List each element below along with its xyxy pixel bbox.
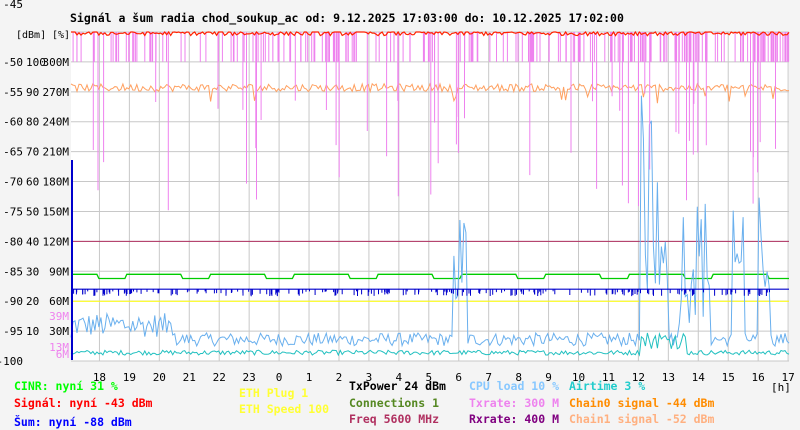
- x-tick-label: 9: [545, 371, 552, 384]
- y-tick-dbm: -65: [3, 146, 23, 159]
- x-tick-label: 8: [515, 371, 522, 384]
- legend-rxrate: Rxrate: 400 M: [469, 412, 560, 426]
- y-tick-percent: 70: [26, 146, 39, 159]
- y-tick-dbm: -45: [3, 0, 23, 11]
- y-tick-dbm: -70: [3, 176, 23, 189]
- y-tick-rate: 30M: [49, 325, 69, 338]
- y-tick-dbm: -100: [0, 355, 23, 368]
- series-signal: [71, 30, 790, 37]
- x-tick-label: 15: [722, 371, 735, 384]
- y-tick-rate: 90M: [49, 265, 69, 278]
- legend-txpower: TxPower 24 dBm: [349, 379, 446, 393]
- x-tick-label: 22: [213, 371, 226, 384]
- y-tick-rate: 180M: [43, 176, 70, 189]
- y-tick-dbm: -60: [3, 116, 23, 129]
- y-tick-percent: 60: [26, 176, 39, 189]
- x-tick-label: 6: [455, 371, 462, 384]
- series-cinr: [71, 273, 789, 280]
- x-tick-label: 5: [425, 371, 432, 384]
- y-axis-unit-dbm: [dBm]: [16, 30, 46, 41]
- y-tick-rate: 240M: [43, 116, 70, 129]
- x-tick-label: 12: [632, 371, 645, 384]
- legend-airtime: Airtime 3 %: [569, 379, 646, 393]
- series-txrate: [72, 32, 790, 211]
- series-noise-ticks: [71, 289, 770, 297]
- y-tick-percent: 20: [26, 295, 39, 308]
- x-tick-label: 10: [572, 371, 585, 384]
- x-tick-label: 4: [396, 371, 403, 384]
- legend-noise: Šum: nyní -88 dBm: [14, 415, 132, 429]
- x-tick-label: 16: [752, 371, 765, 384]
- y-tick-rate: 150M: [43, 205, 70, 218]
- legend-cpu: CPU load 10 %: [469, 379, 560, 393]
- y-tick-rate: 270M: [43, 86, 70, 99]
- y-tick-dbm: -80: [3, 235, 23, 248]
- legend-eth-plug: ETH Plug 1: [239, 386, 309, 400]
- y-tick-percent: 50: [26, 205, 39, 218]
- y-tick-percent: 100: [26, 56, 46, 69]
- x-tick-label: 2: [336, 371, 343, 384]
- x-tick-label: 14: [692, 371, 706, 384]
- y-tick-percent: 90: [26, 86, 39, 99]
- x-tick-label: 0: [276, 371, 283, 384]
- x-tick-label: 7: [485, 371, 492, 384]
- legend-cinr: CINR: nyní 31 %: [14, 379, 118, 393]
- y-tick-percent: 40: [26, 235, 39, 248]
- x-tick-label: 19: [123, 371, 136, 384]
- y-tick-percent: 10: [26, 325, 39, 338]
- y-tick-rate: 210M: [43, 146, 70, 159]
- y-tick-dbm: -85: [3, 265, 23, 278]
- y-tick-percent: 30: [26, 265, 39, 278]
- x-tick-label: 17: [781, 371, 794, 384]
- legend-connections: Connections 1: [349, 396, 440, 410]
- x-tick-label: 13: [662, 371, 675, 384]
- y-tick-rate: 120M: [43, 235, 70, 248]
- y-axis-unit-percent: [%]: [52, 30, 70, 41]
- y-tick-rate: 300M: [43, 56, 70, 69]
- chart-title: Signál a šum radia chod_soukup_ac od: 9.…: [70, 11, 624, 26]
- y-tick-dbm: -75: [3, 205, 23, 218]
- legend-txrate: Txrate: 300 M: [469, 396, 560, 410]
- x-tick-label: 11: [602, 371, 615, 384]
- y-tick-dbm: -50: [3, 56, 23, 69]
- x-tick-label: 3: [366, 371, 373, 384]
- x-axis-unit: [h]: [771, 381, 791, 394]
- legend-freq: Freq 5600 MHz: [349, 412, 440, 426]
- x-tick-label: 21: [183, 371, 196, 384]
- series-airtime: [70, 331, 790, 357]
- y-tick-rate: 60M: [49, 295, 69, 308]
- y-tick-dbm: -55: [3, 86, 23, 99]
- plot-area: [71, 32, 789, 361]
- series-chain0-signal: [70, 82, 790, 104]
- legend-signal: Signál: nyní -43 dBm: [14, 396, 153, 410]
- x-tick-label: 18: [93, 371, 106, 384]
- rate-marker-label: 13M: [49, 341, 69, 354]
- x-tick-label: 20: [153, 371, 166, 384]
- y-tick-dbm: -95: [3, 325, 23, 338]
- x-tick-label: 23: [243, 371, 256, 384]
- rate-marker-label: 39M: [49, 310, 69, 323]
- y-tick-dbm: -90: [3, 295, 23, 308]
- legend-chain0: Chain0 signal -44 dBm: [569, 396, 715, 410]
- legend-chain1: Chain1 signal -52 dBm: [569, 412, 715, 426]
- x-tick-label: 1: [306, 371, 313, 384]
- legend-eth-speed: ETH Speed 100: [239, 402, 330, 416]
- rate-marker-label: 6M: [56, 348, 70, 361]
- y-tick-percent: 80: [26, 116, 39, 129]
